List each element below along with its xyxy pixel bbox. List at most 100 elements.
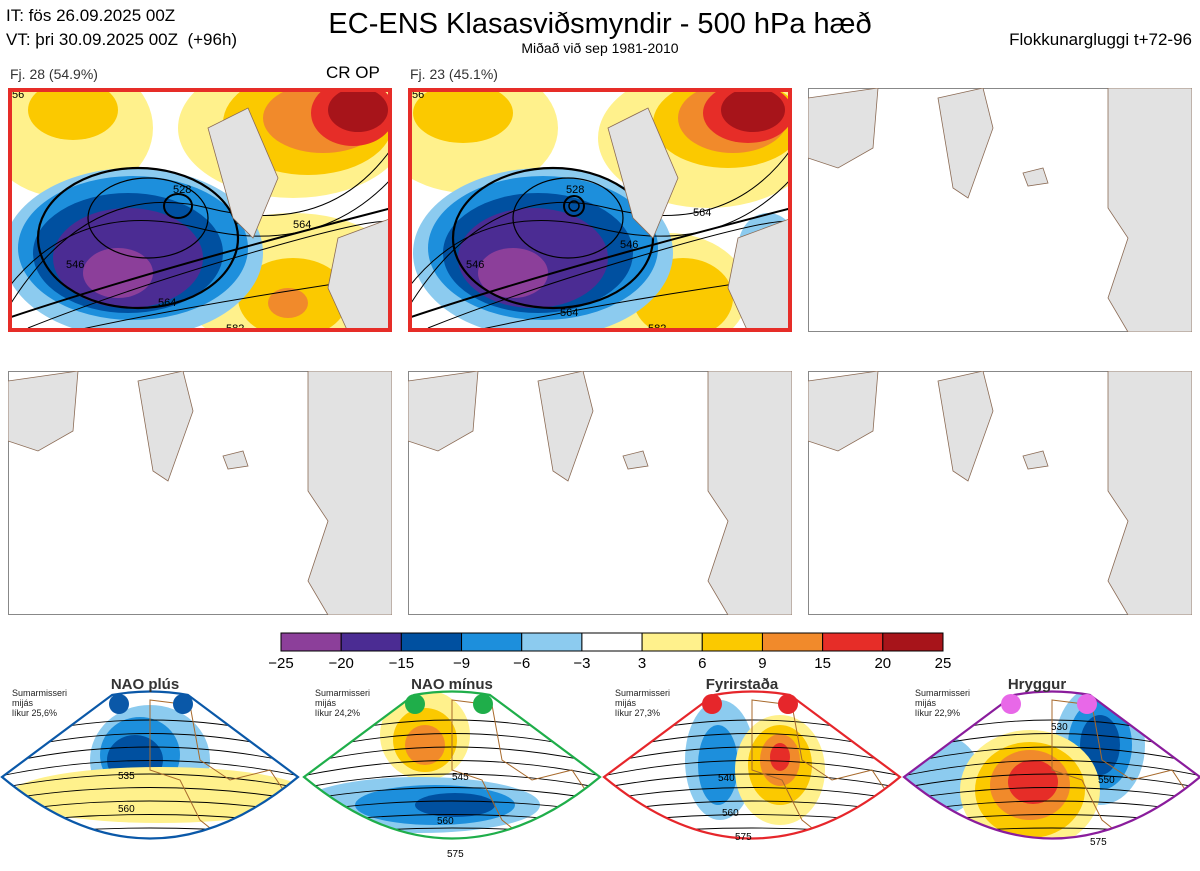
regime-contour-label: 550 [1098,775,1115,786]
height-contour [304,773,600,789]
colorbar-swatch [340,632,402,652]
chart-subtitle: Miðað við sep 1981-2010 [521,40,679,56]
colorbar-tick-label: −9 [452,655,471,672]
regime-title: NAO mínus [411,676,493,693]
height-contour [2,787,298,801]
regime-contour-label: 560 [437,816,454,827]
contour-label: 582 [226,323,244,332]
contour-label: 582 [648,323,666,332]
cluster-map-1-svg: 56 546 528 546 564 564 582 [8,88,392,332]
regime-note-line: líkur 22,9% [915,708,961,718]
anomaly-blob [698,725,738,805]
anomaly-blob [10,767,298,823]
regime-note-line: mijás [12,698,34,708]
cluster-map-2-svg: 56 546 528 546 564 564 582 [408,88,792,332]
empty-map-4 [8,371,392,615]
contour-label: 564 [693,207,711,219]
chart-title: EC-ENS Klasasviðsmyndir - 500 hPa hæð [328,8,872,40]
regime-map-1: 535 560 [0,690,300,840]
regime-contour-label: 540 [718,773,735,784]
regime-marker-dot [1001,694,1021,714]
empty-map-3 [808,88,1192,332]
regime-note: Sumarmisseri mijás líkur 22,9% [915,688,970,718]
regime-map-3: 540 560 575 [602,690,902,843]
height-contour [604,773,900,789]
regime-marker-dot [778,694,798,714]
empty-map-5 [408,371,792,615]
colorbar-tick-label: 9 [758,655,767,672]
cluster-map-2: 56 546 528 546 564 564 582 [408,88,792,332]
regime-contour-label: 545 [452,772,469,783]
initial-time: IT: fös 26.09.2025 00Z [6,6,176,25]
cluster-2-label: Fj. 23 (45.1%) [410,66,498,82]
colorbar-swatch [641,632,703,652]
colorbar-swatch [822,632,884,652]
regime-border [302,690,602,840]
regime-note-line: líkur 25,6% [12,708,58,718]
regime-marker-dot [473,694,493,714]
regime-contour-label: 575 [447,849,464,860]
classification-window: Flokkunargluggi t+72-96 [1009,30,1192,49]
regime-title: Fyrirstaða [705,676,779,693]
cluster-map-1: 56 546 528 546 564 564 582 [8,88,392,332]
anomaly-blob [1008,760,1058,804]
regime-note-line: Sumarmisseri [915,688,971,698]
regime-note-line: mijás [615,698,637,708]
colorbar-tick-label: −3 [573,655,591,672]
contour-label: 564 [293,219,311,231]
regime-marker-dot [173,694,193,714]
regime-note-line: Sumarmisseri [315,688,371,698]
cluster-1-label: Fj. 28 (54.9%) [10,66,98,82]
colorbar-swatch [461,632,523,652]
colorbar-swatch [761,632,824,652]
colorbar-tick-label: −25 [268,655,294,672]
anomaly-blob [1012,849,1048,861]
regime-title: NAO plús [110,676,180,693]
colorbar-swatch [882,632,944,652]
regime-border [902,690,1200,840]
colorbar-tick-label: −20 [328,655,354,672]
regime-marker-dot [1077,694,1097,714]
colorbar-tick-label: −15 [388,655,415,672]
regime-contour-label: 560 [118,804,135,815]
regime-note-line: mijás [315,698,337,708]
colorbar-labels: −25 −20 −15 −9 −6 −3 3 6 9 15 20 25 [268,655,951,675]
colorbar [280,632,944,657]
regime-contour-label: 530 [1051,722,1068,733]
contour-label: 528 [173,184,191,196]
regime-note-line: Sumarmisseri [12,688,68,698]
anomaly-blob [770,743,790,771]
colorbar-tick-label: 15 [814,655,831,672]
contour-label: 546 [466,259,484,271]
colorbar-swatch [400,632,463,652]
regime-contour-label: 535 [118,771,135,782]
regime-border [0,690,300,840]
height-contour [904,787,1200,801]
regime-note-line: líkur 27,3% [615,708,661,718]
cluster-1-badge: CR OP [326,63,380,82]
regime-map-4: 530 550 575 [902,690,1200,861]
regime-contour-label: 560 [722,808,739,819]
colorbar-tick-label: 20 [874,655,892,672]
height-contour [904,773,1200,789]
regime-marker-dot [109,694,129,714]
contour-label: 564 [560,307,578,319]
colorbar-swatch [701,632,763,652]
empty-map-6 [808,371,1192,615]
regime-map-2: 545 560 575 [302,690,602,860]
contour-label: 546 [620,239,638,251]
regime-title: Hryggur [1007,676,1067,693]
colorbar-swatch [581,632,643,652]
colorbar-tick-label: 3 [637,655,647,672]
regime-note: Sumarmisseri mijás líkur 25,6% [12,688,67,718]
colorbar-swatch [280,632,342,652]
regime-note-line: mijás [915,698,937,708]
colorbar-tick-label: −6 [513,655,531,672]
contour-label: 546 [66,259,84,271]
colorbar-tick-label: 25 [934,655,952,672]
colorbar-tick-label: 6 [698,655,707,672]
regime-note: Sumarmisseri mijás líkur 27,3% [615,688,670,718]
colorbar-swatch [521,632,583,652]
colorbar-svg [280,632,944,652]
contour-label: 528 [566,184,584,196]
